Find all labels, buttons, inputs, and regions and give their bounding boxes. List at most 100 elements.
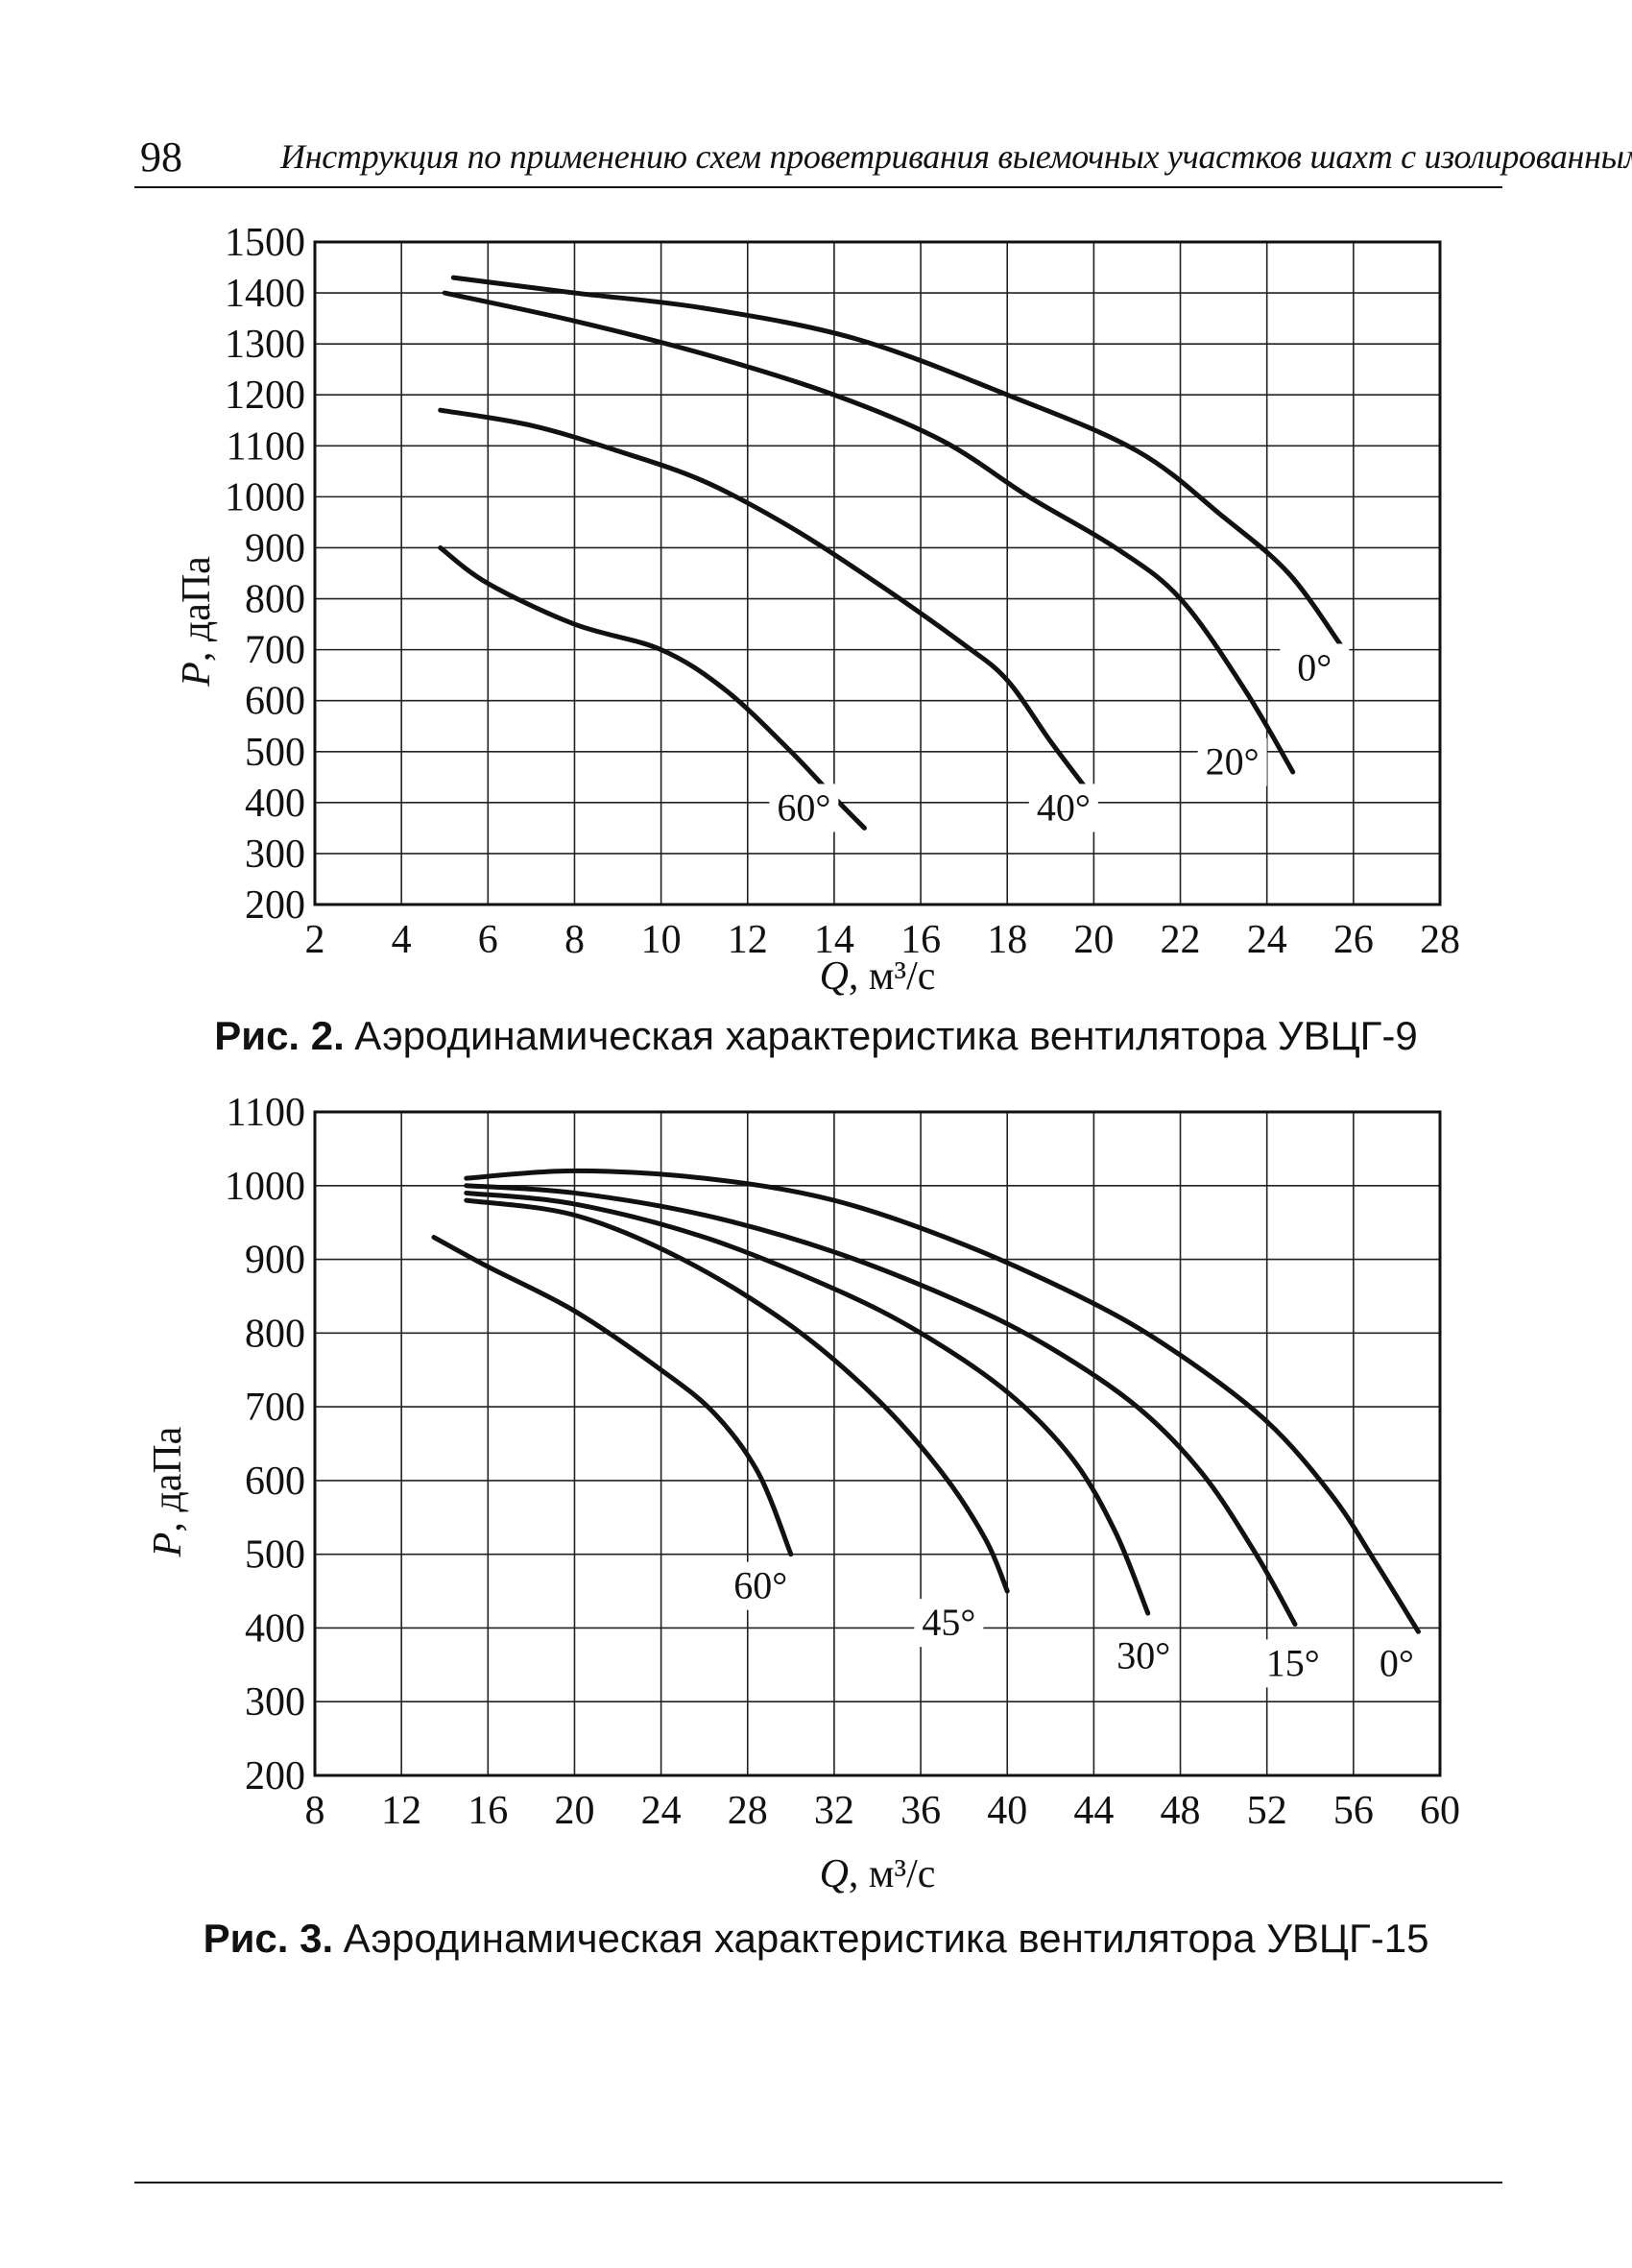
x-axis-label-symbol: Q [820, 954, 849, 999]
x-tick-label: 12 [728, 918, 768, 962]
plot-frame [313, 240, 1442, 906]
plot-frame [313, 1110, 1442, 1777]
series-label-bg [769, 784, 839, 832]
y-tick-label: 1400 [225, 272, 305, 316]
series-label: 45° [922, 1601, 975, 1644]
series-label: 0° [1297, 645, 1332, 688]
figure-caption-2: Рис. 2. Аэродинамическая характеристика … [173, 1013, 1459, 1060]
x-tick-label: 28 [1420, 918, 1460, 962]
x-axis-label-symbol: Q [820, 1852, 849, 1896]
series-curve [464, 1183, 1298, 1628]
x-tick-label: 8 [564, 918, 585, 962]
page-header: 98 Инструкция по применению схем проветр… [134, 127, 1632, 188]
y-tick-label: 300 [245, 1680, 305, 1725]
series-label: 0° [1380, 1641, 1414, 1684]
series-label-bg [1197, 737, 1267, 786]
x-tick-label: 12 [381, 1789, 421, 1833]
y-tick-label: 900 [245, 1239, 305, 1283]
x-tick-label: 44 [1073, 1789, 1114, 1833]
x-tick-label: 2 [305, 918, 325, 962]
y-tick-label: 1100 [227, 1091, 305, 1135]
x-tick-label: 16 [900, 918, 941, 962]
x-tick-label: 56 [1333, 1789, 1374, 1833]
series-curve [442, 290, 1296, 775]
y-axis-label-unit: , даПа [146, 1426, 190, 1532]
x-tick-label: 22 [1161, 918, 1201, 962]
y-tick-label: 600 [245, 1460, 305, 1504]
caption-text: Аэродинамическая характеристика вентилят… [354, 1013, 1418, 1058]
y-tick-label: 1000 [225, 1165, 305, 1209]
series-curve [464, 1168, 1421, 1634]
chart-uvcg-15: 8 12 16 20 24 28 32 36 40 44 48 52 56 60 200 300 400 500 6… [146, 1091, 1460, 1896]
series-label: 60° [733, 1564, 787, 1607]
x-tick-label: 24 [1247, 918, 1287, 962]
x-tick-label: 10 [641, 918, 682, 962]
y-tick-label: 400 [245, 1606, 305, 1651]
x-tick-label: 14 [814, 918, 854, 962]
y-axis-label: P, даПа [175, 556, 219, 688]
y-tick-label: 1500 [225, 221, 305, 265]
series-label-bg [1361, 1639, 1431, 1688]
x-tick-label: 60 [1420, 1789, 1460, 1833]
series-label: 60° [777, 785, 830, 829]
x-tick-label: 20 [554, 1789, 594, 1833]
series-label: 30° [1116, 1634, 1170, 1677]
x-tick-label: 16 [468, 1789, 508, 1833]
x-tick-label: 26 [1333, 918, 1374, 962]
y-tick-label: 800 [245, 578, 305, 622]
x-tick-label: 20 [1073, 918, 1114, 962]
series-curve [464, 1197, 1010, 1594]
x-axis-label-unit: , м³/с [849, 954, 935, 999]
x-axis-label: Q, м³/с [820, 954, 936, 999]
x-tick-label: 52 [1247, 1789, 1287, 1833]
y-tick-label: 500 [245, 1533, 305, 1578]
x-tick-label: 24 [641, 1789, 682, 1833]
footer-rule [134, 2182, 1502, 2184]
series-label-bg [726, 1561, 796, 1610]
x-tick-label: 40 [987, 1789, 1027, 1833]
series-label-bg [914, 1599, 984, 1648]
x-axis-label: Q, м³/с [820, 1852, 936, 1896]
y-tick-label: 900 [245, 526, 305, 570]
y-tick-label: 1100 [227, 424, 305, 469]
y-tick-label: 200 [245, 1754, 305, 1798]
y-axis-label-symbol: P [175, 662, 219, 688]
y-axis-label-symbol: P [146, 1532, 190, 1558]
y-tick-label: 500 [245, 731, 305, 775]
x-tick-label: 28 [728, 1789, 768, 1833]
series-label-bg [1028, 784, 1098, 832]
x-tick-label: 48 [1161, 1789, 1201, 1833]
x-tick-label: 36 [900, 1789, 941, 1833]
y-tick-label: 1300 [225, 323, 305, 367]
series-label-bg [1280, 643, 1350, 692]
caption-text: Аэродинамическая характеристика вентилят… [343, 1916, 1429, 1961]
chart-uvcg-9: 2 4 6 8 10 12 14 16 18 20 22 24 26 282003004005006007… [175, 221, 1460, 999]
caption-prefix: Рис. 3. [203, 1916, 334, 1961]
figure-caption-3: Рис. 3. Аэродинамическая характеристика … [173, 1916, 1459, 1963]
running-title: Инструкция по применению схем проветрива… [280, 137, 1632, 176]
y-tick-label: 600 [245, 680, 305, 724]
y-tick-label: 1000 [225, 475, 305, 519]
x-tick-label: 32 [814, 1789, 854, 1833]
y-axis-label: P, даПа [146, 1426, 190, 1557]
y-tick-label: 200 [245, 883, 305, 928]
series-curve [450, 275, 1343, 647]
x-tick-label: 8 [305, 1789, 325, 1833]
y-axis-label-unit: , даПа [175, 556, 219, 662]
x-tick-label: 6 [478, 918, 498, 962]
y-tick-label: 800 [245, 1312, 305, 1356]
series-label: 15° [1266, 1641, 1320, 1684]
series-label: 20° [1206, 740, 1260, 784]
series-curve [438, 407, 1088, 790]
series-label: 40° [1037, 785, 1091, 829]
caption-prefix: Рис. 2. [214, 1013, 345, 1058]
y-tick-label: 700 [245, 1386, 305, 1430]
series-curve [464, 1190, 1151, 1616]
y-tick-label: 700 [245, 629, 305, 673]
series-curve [431, 1235, 794, 1557]
series-label-bg [1258, 1639, 1328, 1688]
x-tick-label: 18 [987, 918, 1027, 962]
x-tick-label: 4 [392, 918, 412, 962]
series-label-bg [1109, 1631, 1179, 1680]
y-tick-label: 400 [245, 782, 305, 826]
